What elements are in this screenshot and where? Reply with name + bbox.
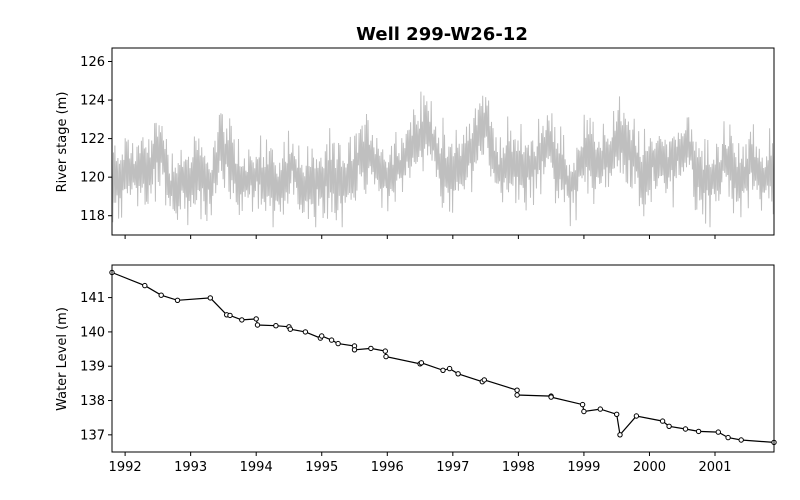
river-stage-x-ticks [124,235,716,239]
water-level-point [715,429,721,435]
water-level-point [579,401,586,408]
water-level-point [440,367,446,373]
water-level-point [351,347,358,353]
water-level-point [287,326,293,332]
water-level-point [158,292,164,298]
water-level-point [514,387,520,393]
water-level-x-ticks: 1992 1993 1994 1995 1996 1997 1998 1999 2000 2001 [109,452,732,475]
water-level-point [481,377,487,383]
water-level-point [368,345,374,352]
water-level-panel: 137 138 139 140 141 1992 1993 1994 1995 1996 1997… [55,264,777,475]
water-level-point [581,408,587,415]
water-level-y-ticks: 137 138 139 140 141 [80,291,112,443]
river-stage-axes-frame [111,47,775,236]
water-level-point [383,353,389,360]
water-level-point [253,316,259,322]
water-level-point [319,333,325,339]
water-level-ytick-label: 140 [80,325,105,340]
water-level-ytick-label: 141 [80,291,105,306]
water-level-point [382,348,388,354]
xtick-label: 1992 [109,460,142,475]
river-stage-panel: 118 120 122 124 126 River stage (m) [55,47,775,239]
river-stage-ytick-label: 120 [80,171,105,186]
river-stage-y-ticks: 118 120 122 124 126 [80,55,112,224]
water-level-point [227,312,233,319]
water-level-point [335,340,341,347]
xtick-label: 1996 [371,460,404,475]
xtick-label: 1997 [436,460,469,475]
river-stage-line [111,91,775,228]
river-stage-ytick-label: 122 [80,132,105,147]
water-level-ytick-label: 137 [80,428,105,443]
water-level-point [142,282,148,289]
water-level-point [514,392,520,398]
xtick-label: 1999 [567,460,600,475]
water-level-point [738,437,744,443]
xtick-label: 1993 [174,460,207,475]
river-stage-ylabel: River stage (m) [55,92,70,193]
xtick-label: 1998 [502,460,535,475]
water-level-point [548,394,554,400]
water-level-series [109,269,777,446]
water-level-point [273,323,279,329]
water-level-point [617,432,623,438]
water-level-ytick-label: 138 [80,394,105,409]
water-level-point [302,329,309,335]
water-level-point [418,360,425,366]
river-stage-series [111,91,775,228]
xtick-label: 1995 [305,460,338,475]
water-level-ytick-label: 139 [80,360,105,375]
water-level-axes-frame [111,264,775,453]
river-stage-ytick-label: 126 [80,55,105,70]
water-level-point [682,426,689,432]
water-level-point [725,434,731,441]
water-level-point [239,317,245,323]
figure-title: Well 299-W26-12 [356,24,528,45]
water-level-point [207,295,214,301]
water-level-ylabel: Water Level (m) [55,307,70,411]
water-level-point [695,428,702,435]
xtick-label: 2001 [698,460,731,475]
water-level-point [446,365,453,372]
xtick-label: 1994 [240,460,273,475]
water-level-point [254,322,261,328]
water-level-point [666,423,672,429]
water-level-point [455,371,461,377]
river-stage-ytick-label: 118 [80,209,105,224]
water-level-point [614,411,620,417]
water-level-point [659,418,666,424]
water-level-point [328,337,335,343]
water-level-point [633,413,640,419]
water-level-point [174,297,181,303]
water-level-point [597,406,603,412]
xtick-label: 2000 [633,460,666,475]
river-stage-ytick-label: 124 [80,94,105,109]
